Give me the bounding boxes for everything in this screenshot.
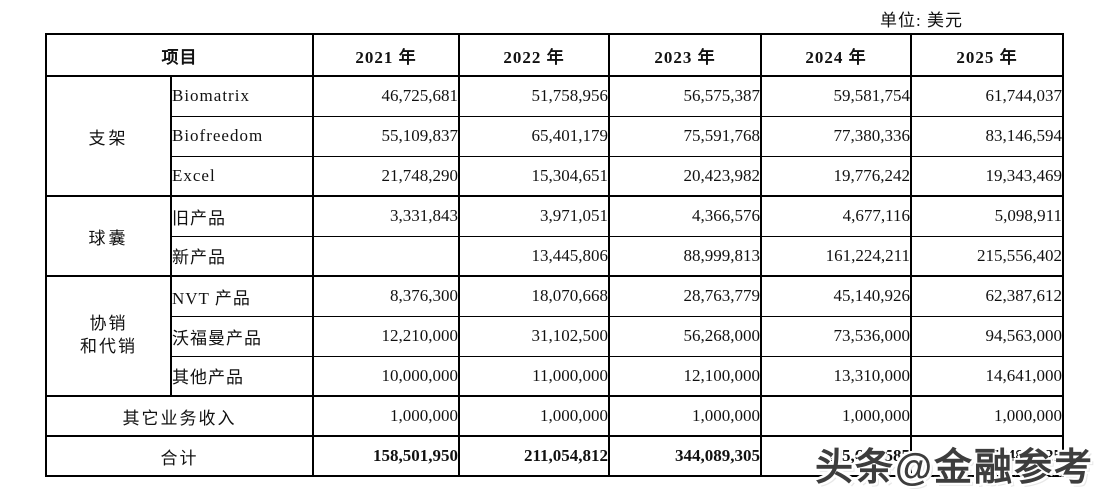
value-cell: 3,971,051 — [458, 195, 610, 237]
value-cell: 88,999,813 — [608, 235, 762, 277]
category-line-2: 和代销 — [80, 337, 137, 356]
value-cell: 18,070,668 — [458, 275, 610, 317]
value-cell: 12,100,000 — [608, 355, 762, 397]
product-cell: 新产品 — [170, 235, 314, 277]
table-row: Biofreedom 55,109,837 65,401,179 75,591,… — [46, 115, 1064, 157]
header-item: 项目 — [45, 33, 314, 77]
value-cell: 83,146,594 — [910, 115, 1064, 157]
category-consignment: 协销 和代销 — [45, 275, 172, 397]
category-line-1: 协销 — [89, 314, 128, 334]
total-value-cell: 211,054,812 — [458, 435, 610, 477]
header-year-2023: 2023 年 — [608, 33, 762, 77]
value-cell: 46,725,681 — [312, 75, 460, 117]
value-cell: 55,109,837 — [312, 115, 460, 157]
value-cell: 4,366,576 — [608, 195, 762, 237]
product-cell: 其他产品 — [170, 355, 314, 397]
product-cell: Excel — [170, 155, 314, 197]
value-cell: 65,401,179 — [458, 115, 610, 157]
category-stent: 支架 — [45, 75, 172, 197]
unit-label: 单位: 美元 — [880, 11, 963, 30]
header-year-2022: 2022 年 — [458, 33, 610, 77]
value-cell: 10,000,000 — [312, 355, 460, 397]
value-cell: 28,763,779 — [608, 275, 762, 317]
total-value-cell: 557,481,025 — [910, 435, 1064, 477]
value-cell: 14,641,000 — [910, 355, 1064, 397]
value-cell: 94,563,000 — [910, 315, 1064, 357]
table-row: 其它业务收入 1,000,000 1,000,000 1,000,000 1,0… — [45, 395, 1064, 437]
value-cell: 3,331,843 — [312, 195, 460, 237]
value-cell: 62,387,612 — [910, 275, 1064, 317]
value-cell: 12,210,000 — [312, 315, 460, 357]
value-cell: 11,000,000 — [458, 355, 610, 397]
total-value-cell: 344,089,305 — [608, 435, 762, 477]
value-cell: 1,000,000 — [760, 395, 912, 437]
value-cell: 20,423,982 — [608, 155, 762, 197]
value-cell: 1,000,000 — [458, 395, 610, 437]
value-cell: 13,445,806 — [458, 235, 610, 277]
header-year-2025: 2025 年 — [910, 33, 1064, 77]
value-cell: 73,536,000 — [760, 315, 912, 357]
other-income-label: 其它业务收入 — [45, 395, 314, 437]
value-cell: 77,380,336 — [760, 115, 912, 157]
total-label: 合计 — [45, 435, 314, 477]
total-row: 合计 158,501,950 211,054,812 344,089,305 4… — [45, 435, 1064, 477]
total-value-cell: 158,501,950 — [312, 435, 460, 477]
value-cell: 31,102,500 — [458, 315, 610, 357]
value-cell: 56,575,387 — [608, 75, 762, 117]
table-row: 沃福曼产品 12,210,000 31,102,500 56,268,000 7… — [46, 315, 1064, 357]
header-row: 项目 2021 年 2022 年 2023 年 2024 年 2025 年 — [45, 33, 1064, 77]
value-cell: 5,098,911 — [910, 195, 1064, 237]
product-cell: 旧产品 — [170, 195, 314, 237]
table-row: 其他产品 10,000,000 11,000,000 12,100,000 13… — [46, 355, 1064, 397]
value-cell: 8,376,300 — [312, 275, 460, 317]
header-year-2021: 2021 年 — [312, 33, 460, 77]
value-cell: 215,556,402 — [910, 235, 1064, 277]
value-cell: 15,304,651 — [458, 155, 610, 197]
value-cell: 13,310,000 — [760, 355, 912, 397]
value-cell: 4,677,116 — [760, 195, 912, 237]
product-cell: Biomatrix — [170, 75, 314, 117]
value-cell: 1,000,000 — [608, 395, 762, 437]
revenue-forecast-table: 项目 2021 年 2022 年 2023 年 2024 年 2025 年 支架… — [45, 33, 1064, 477]
value-cell: 19,776,242 — [760, 155, 912, 197]
total-value-cell: 455,626,585 — [760, 435, 912, 477]
value-cell: 1,000,000 — [312, 395, 460, 437]
product-cell: 沃福曼产品 — [170, 315, 314, 357]
table-row: 支架 Biomatrix 46,725,681 51,758,956 56,57… — [45, 75, 1064, 197]
product-cell: NVT 产品 — [170, 275, 314, 317]
value-cell: 56,268,000 — [608, 315, 762, 357]
value-cell-empty — [312, 235, 460, 277]
value-cell: 19,343,469 — [910, 155, 1064, 197]
value-cell: 75,591,768 — [608, 115, 762, 157]
table-row: 新产品 13,445,806 88,999,813 161,224,211 21… — [46, 235, 1064, 277]
value-cell: 1,000,000 — [910, 395, 1064, 437]
value-cell: 51,758,956 — [458, 75, 610, 117]
table-row: Excel 21,748,290 15,304,651 20,423,982 1… — [46, 155, 1064, 197]
header-year-2024: 2024 年 — [760, 33, 912, 77]
product-cell: Biofreedom — [170, 115, 314, 157]
value-cell: 61,744,037 — [910, 75, 1064, 117]
table-row: 协销 和代销 NVT 产品 8,376,300 18,070,668 28,76… — [45, 275, 1064, 397]
value-cell: 45,140,926 — [760, 275, 912, 317]
category-balloon: 球囊 — [45, 195, 172, 277]
table-row: 球囊 旧产品 3,331,843 3,971,051 4,366,576 4,6… — [45, 195, 1064, 277]
value-cell: 161,224,211 — [760, 235, 912, 277]
value-cell: 59,581,754 — [760, 75, 912, 117]
value-cell: 21,748,290 — [312, 155, 460, 197]
